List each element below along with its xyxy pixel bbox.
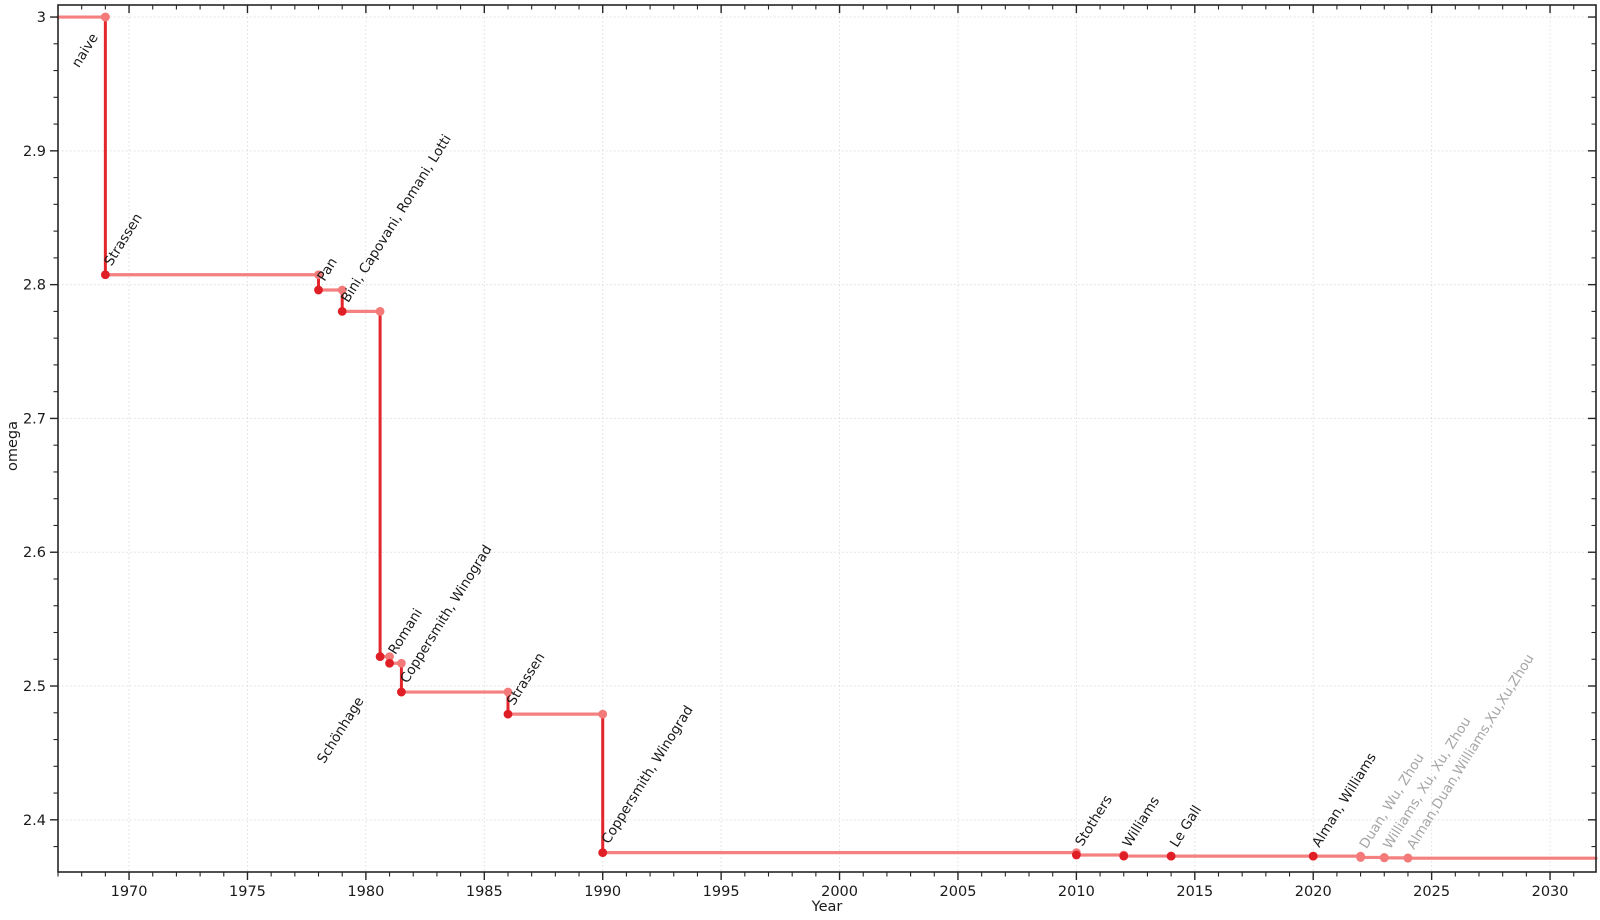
x-tick-label: 2005 [940, 884, 977, 900]
point-label: Williams [1120, 794, 1164, 850]
x-tick-label: 1970 [111, 884, 148, 900]
step-corner-dot [337, 285, 347, 295]
x-tick-label: 1985 [466, 884, 503, 900]
data-point [1379, 853, 1389, 863]
y-tick-label: 3 [37, 10, 46, 26]
data-point [1166, 851, 1176, 861]
y-tick-label: 2.7 [23, 411, 46, 427]
point-label: naive [69, 31, 102, 71]
x-tick-label: 1975 [229, 884, 266, 900]
y-tick-label: 2.9 [23, 144, 46, 160]
data-point [337, 306, 347, 316]
data-point [1071, 850, 1081, 860]
point-label: Schönhage [314, 694, 367, 766]
point-label: Le Gall [1167, 803, 1205, 851]
plot-frame [57, 4, 1597, 873]
data-point [375, 652, 385, 661]
data-point [1308, 851, 1318, 861]
data-points [100, 12, 1413, 863]
data-point [1356, 853, 1365, 862]
x-tick-label: 2030 [1532, 884, 1569, 900]
step-corner-dot [375, 306, 385, 316]
point-label: Bini, Capovani, Romani, Lotti [338, 132, 455, 306]
x-axis-label: Year [811, 899, 843, 915]
x-tick-label: 2025 [1413, 884, 1450, 900]
data-point [100, 270, 110, 280]
step-corner-dot [598, 709, 608, 719]
point-label: Strassen [101, 211, 146, 269]
y-tick-label: 2.8 [23, 278, 46, 294]
step-corner-dot [503, 687, 513, 697]
x-tick-label: 1995 [703, 884, 740, 900]
data-point [100, 12, 110, 22]
data-point [385, 658, 394, 668]
x-tick-label: 2020 [1295, 884, 1332, 900]
step-corner-dot [385, 652, 394, 661]
data-point [1403, 853, 1413, 863]
step-corner-dot [314, 270, 323, 280]
y-tick-label: 2.4 [23, 813, 46, 829]
plot-border [57, 4, 1597, 873]
y-tick-label: 2.6 [23, 545, 46, 561]
y-axis-label: omega [5, 421, 21, 471]
x-tick-label: 2015 [1176, 884, 1213, 900]
point-label: Strassen [504, 650, 549, 708]
x-tick-label: 2000 [821, 884, 858, 900]
axis-ticks: 1970 1975 1980 1985 1990 1995 2000 2005 2010 2015… [23, 5, 1596, 900]
data-point [503, 709, 513, 719]
x-tick-label: 1980 [347, 884, 384, 900]
data-point [397, 687, 406, 697]
point-label: Alman,Duan,Williams,Xu,Xu,Zhou [1404, 651, 1538, 852]
data-point [598, 848, 608, 857]
step-line [56, 15, 1598, 860]
data-point [1119, 851, 1129, 861]
y-tick-label: 2.5 [23, 679, 46, 695]
data-point [314, 285, 323, 295]
x-tick-label: 2010 [1058, 884, 1095, 900]
point-label: Coppersmith, Winograd [599, 703, 697, 847]
point-label: Stothers [1072, 792, 1116, 849]
x-tick-label: 1990 [584, 884, 621, 900]
step-corner-dot [397, 658, 406, 668]
gridlines [58, 5, 1596, 872]
